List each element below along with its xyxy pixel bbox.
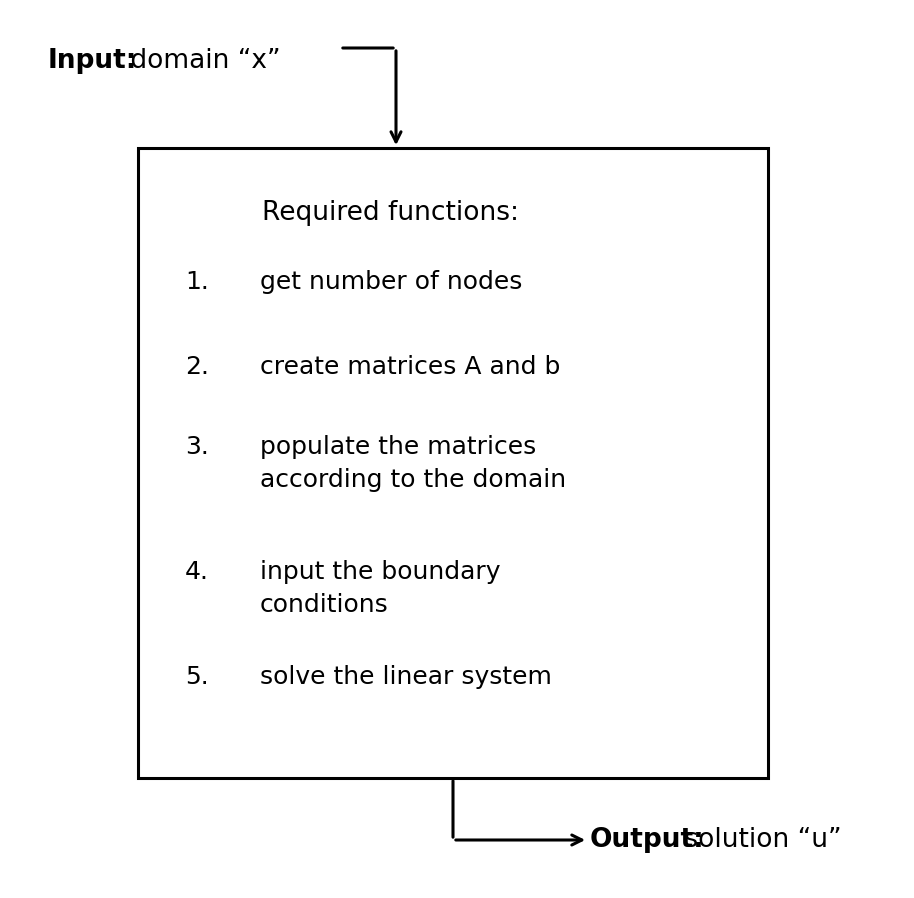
Text: 2.: 2. [185, 355, 209, 379]
Text: 3.: 3. [185, 435, 209, 459]
Text: domain “x”: domain “x” [122, 48, 281, 74]
Bar [138, 148, 768, 778]
Text: Input:: Input: [48, 48, 137, 74]
Text: create matrices A and b: create matrices A and b [260, 355, 560, 379]
Text: Required functions:: Required functions: [261, 200, 518, 226]
Text: get number of nodes: get number of nodes [260, 270, 523, 294]
Text: 5.: 5. [185, 665, 208, 689]
Text: solution “u”: solution “u” [676, 827, 842, 853]
Text: populate the matrices
according to the domain: populate the matrices according to the d… [260, 435, 566, 491]
Text: Output:: Output: [590, 827, 705, 853]
Text: input the boundary
conditions: input the boundary conditions [260, 560, 501, 617]
Text: 4.: 4. [185, 560, 209, 584]
Text: solve the linear system: solve the linear system [260, 665, 552, 689]
Text: 1.: 1. [185, 270, 209, 294]
